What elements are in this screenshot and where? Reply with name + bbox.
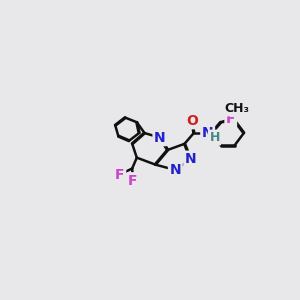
Text: F: F [128, 174, 138, 188]
Text: N: N [154, 130, 166, 145]
Text: F: F [115, 168, 124, 182]
Text: F: F [226, 112, 236, 126]
Text: N: N [185, 152, 197, 166]
Text: O: O [186, 114, 198, 128]
Text: N: N [169, 163, 181, 177]
Text: H: H [209, 131, 220, 144]
Text: N: N [202, 126, 214, 140]
Text: CH₃: CH₃ [224, 102, 249, 115]
